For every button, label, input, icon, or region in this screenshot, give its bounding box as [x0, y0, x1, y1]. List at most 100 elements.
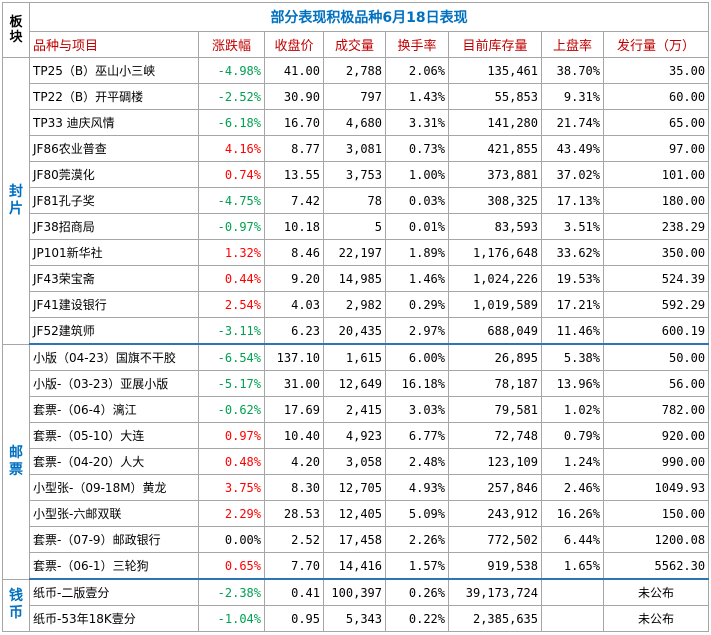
cell-close: 28.53	[264, 500, 324, 527]
table-row: JF38招商局 -0.97% 10.18 5 0.01% 83,593 3.51% 238.2…	[3, 213, 710, 240]
cell-turnover: 2.26%	[385, 526, 449, 553]
cell-volume: 2,788	[323, 57, 386, 84]
table-row: 钱币纸币-二版壹分 -2.38% 0.41 100,397 0.26% 39,173,72…	[2, 578, 710, 632]
cell-inventory: 141,280	[448, 109, 542, 136]
table-row: JF41建设银行 2.54% 4.03 2,982 0.29% 1,019,589 17.2…	[3, 291, 710, 318]
cell-volume: 12,649	[323, 370, 386, 397]
cell-change: -0.97%	[198, 213, 265, 240]
cell-issue: 101.00	[602, 161, 710, 188]
table-row: 小版-（03-23）亚展小版 -5.17% 31.00 12,649 16.18% 78,…	[3, 370, 710, 397]
table-row: 封片 TP25（B）巫山小三峡 -4.98% 41.00 2,788 2.06% 135,4…	[2, 57, 710, 345]
cell-inventory: 421,855	[448, 135, 542, 162]
cell-change: 2.54%	[198, 291, 265, 318]
cell-close: 7.42	[264, 187, 324, 214]
table-row: JF52建筑师 -3.11% 6.23 20,435 2.97% 688,049 11.46…	[3, 317, 710, 345]
section-label: 钱币	[2, 578, 30, 632]
cell-volume: 3,081	[323, 135, 386, 162]
cell-volume: 22,197	[323, 239, 386, 266]
cell-listing-rate: 19.53%	[541, 265, 604, 292]
cell-change: -2.52%	[198, 83, 265, 110]
cell-inventory: 135,461	[448, 57, 542, 84]
cell-volume: 1,615	[323, 343, 386, 371]
cell-listing-rate	[541, 605, 604, 632]
cell-issue: 1200.08	[602, 526, 710, 553]
cell-name: TP33 迪庆风情	[29, 109, 199, 136]
cell-name: 小版（04-23）国旗不干胶	[29, 343, 199, 371]
column-header-turnover: 换手率	[385, 31, 449, 58]
cell-turnover: 0.22%	[385, 605, 449, 632]
table-row: JF80莞漠化 0.74% 13.55 3,753 1.00% 373,881 37.02%…	[3, 161, 710, 188]
cell-inventory: 772,502	[448, 526, 542, 553]
cell-volume: 14,985	[323, 265, 386, 292]
cell-issue: 592.29	[602, 291, 710, 318]
cell-listing-rate: 1.24%	[541, 448, 604, 475]
cell-turnover: 1.00%	[385, 161, 449, 188]
cell-inventory: 39,173,724	[448, 578, 542, 606]
cell-close: 8.46	[264, 239, 324, 266]
cell-issue: 97.00	[602, 135, 710, 162]
cell-volume: 14,416	[323, 552, 386, 580]
column-header-listing-rate: 上盘率	[541, 31, 604, 58]
cell-change: -4.75%	[198, 187, 265, 214]
cell-name: JP101新华社	[29, 239, 199, 266]
cell-volume: 20,435	[323, 317, 386, 345]
cell-issue: 990.00	[602, 448, 710, 475]
cell-turnover: 0.03%	[385, 187, 449, 214]
cell-volume: 2,415	[323, 396, 386, 423]
cell-change: 0.48%	[198, 448, 265, 475]
cell-name: 纸币-二版壹分	[29, 578, 199, 606]
cell-change: -6.54%	[198, 343, 265, 371]
cell-inventory: 243,912	[448, 500, 542, 527]
cell-issue: 60.00	[602, 83, 710, 110]
cell-change: -0.62%	[198, 396, 265, 423]
cell-turnover: 2.06%	[385, 57, 449, 84]
column-header-inventory: 目前库存量	[448, 31, 542, 58]
cell-issue: 180.00	[602, 187, 710, 214]
section-label: 邮票	[2, 343, 30, 580]
cell-turnover: 1.57%	[385, 552, 449, 580]
cell-turnover: 5.09%	[385, 500, 449, 527]
cell-turnover: 1.43%	[385, 83, 449, 110]
cell-change: 4.16%	[198, 135, 265, 162]
cell-turnover: 2.97%	[385, 317, 449, 345]
cell-turnover: 6.00%	[385, 343, 449, 371]
cell-issue: 920.00	[602, 422, 710, 449]
table-row: 小型张-六邮双联 2.29% 28.53 12,405 5.09% 243,912 16.2…	[3, 500, 710, 527]
cell-listing-rate: 3.51%	[541, 213, 604, 240]
cell-name: TP25（B）巫山小三峡	[29, 57, 199, 84]
cell-turnover: 0.29%	[385, 291, 449, 318]
cell-listing-rate: 0.79%	[541, 422, 604, 449]
table-row: 套票-（05-10）大连 0.97% 10.40 4,923 6.77% 72,748 0.…	[3, 422, 710, 449]
cell-name: 套票-（05-10）大连	[29, 422, 199, 449]
cell-change: -3.11%	[198, 317, 265, 345]
cell-change: -4.98%	[198, 57, 265, 84]
cell-inventory: 373,881	[448, 161, 542, 188]
table-title: 部分表现积极品种6月18日表现	[28, 2, 710, 32]
cell-name: 套票-（04-20）人大	[29, 448, 199, 475]
cell-volume: 17,458	[323, 526, 386, 553]
table-row: 小型张-（09-18M）黄龙 3.75% 8.30 12,705 4.93% 257,84…	[3, 474, 710, 501]
cell-volume: 3,058	[323, 448, 386, 475]
cell-close: 17.69	[264, 396, 324, 423]
cell-change: 0.97%	[198, 422, 265, 449]
cell-turnover: 16.18%	[385, 370, 449, 397]
cell-volume: 3,753	[323, 161, 386, 188]
cell-close: 10.40	[264, 422, 324, 449]
cell-listing-rate: 9.31%	[541, 83, 604, 110]
cell-issue: 5562.30	[602, 552, 710, 580]
cell-turnover: 0.26%	[385, 578, 449, 606]
cell-name: 小版-（03-23）亚展小版	[29, 370, 199, 397]
column-header-name: 品种与项目	[29, 31, 199, 58]
cell-name: 小型张-六邮双联	[29, 500, 199, 527]
cell-turnover: 1.46%	[385, 265, 449, 292]
cell-inventory: 78,187	[448, 370, 542, 397]
cell-issue: 56.00	[602, 370, 710, 397]
cell-listing-rate: 2.46%	[541, 474, 604, 501]
cell-name: 套票-（07-9）邮政银行	[29, 526, 199, 553]
cell-volume: 78	[323, 187, 386, 214]
cell-inventory: 1,176,648	[448, 239, 542, 266]
table-row: TP22（B）开平碉楼 -2.52% 30.90 797 1.43% 55,853 9.31…	[3, 83, 710, 110]
cell-inventory: 123,109	[448, 448, 542, 475]
cell-inventory: 83,593	[448, 213, 542, 240]
